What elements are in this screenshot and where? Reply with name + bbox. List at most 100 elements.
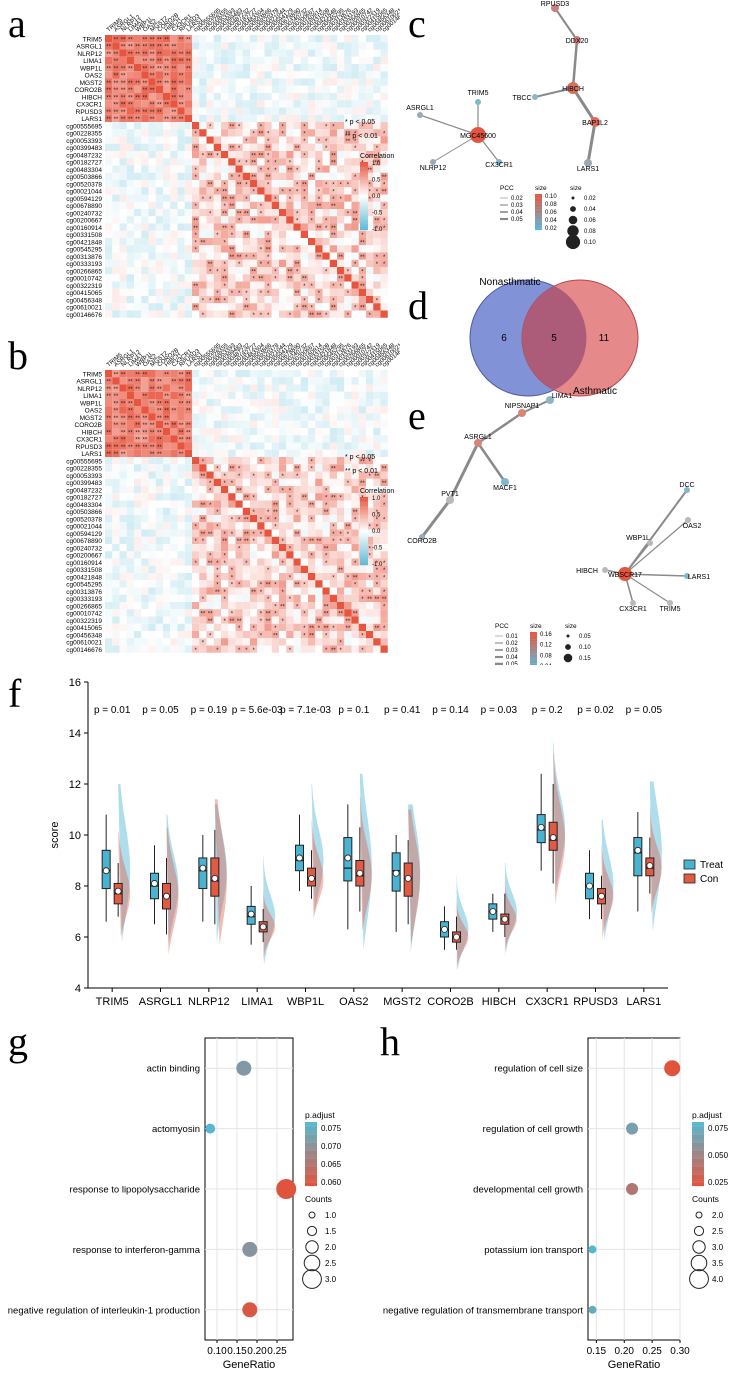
colorbar-segment (692, 1163, 704, 1166)
heatmap-cell (300, 288, 308, 296)
network-colorbar-segment (535, 212, 542, 214)
heatmap-cell (293, 464, 301, 472)
heatmap-cell (177, 201, 185, 209)
heatmap-cell (257, 616, 265, 624)
heatmap-cell (192, 522, 200, 530)
heatmap-cell (141, 64, 149, 72)
heatmap-cell (351, 259, 359, 267)
significance-mark: ** (295, 583, 300, 589)
heatmap-cell (213, 645, 221, 653)
significance-mark: * (267, 488, 270, 494)
heatmap-cell (206, 536, 214, 544)
heatmap-cell (380, 544, 388, 552)
heatmap-cell (315, 406, 323, 414)
heatmap-cell (315, 303, 323, 311)
heatmap-cell (337, 609, 345, 617)
heatmap-cell (177, 602, 185, 610)
heatmap-cell (264, 580, 272, 588)
heatmap-cell (380, 384, 388, 392)
heatmap-cell (337, 136, 345, 144)
heatmap-cell (141, 573, 149, 581)
heatmap-cell (366, 399, 374, 407)
heatmap-cell (170, 464, 178, 472)
heatmap-cell (105, 486, 113, 494)
heatmap-cell (163, 623, 171, 631)
significance-mark: * (368, 197, 371, 203)
significance-mark: ** (302, 306, 307, 312)
heatmap-cell (126, 303, 134, 311)
heatmap-cell (105, 457, 113, 465)
network-colorbar-segment (530, 653, 537, 655)
heatmap-cell (358, 384, 366, 392)
heatmap-cell (380, 288, 388, 296)
heatmap-cell (199, 631, 207, 639)
network-legend-size-dot (570, 206, 576, 212)
heatmap-cell (329, 420, 337, 428)
heatmap-cell (199, 399, 207, 407)
correlation-colorbar-segment (360, 219, 368, 222)
legend-swatch (683, 873, 696, 884)
heatmap-cell (221, 230, 229, 238)
heatmap-cell (264, 107, 272, 115)
heatmap-cell (141, 428, 149, 436)
significance-mark: * (383, 604, 386, 610)
term-label: response to lipopolysaccharide (70, 1185, 200, 1196)
heatmap-cell (250, 252, 258, 260)
heatmap-cell (112, 267, 120, 275)
heatmap-cell (170, 536, 178, 544)
heatmap-cell (366, 391, 374, 399)
heatmap-cell (380, 35, 388, 43)
heatmap-cell (322, 406, 330, 414)
heatmap-cell (308, 478, 316, 486)
heatmap-cell (279, 631, 287, 639)
heatmap-cell (271, 500, 279, 508)
colorbar-segment (305, 1138, 317, 1140)
heatmap-cell (308, 158, 316, 166)
heatmap-cell (112, 172, 120, 180)
significance-mark: ** (114, 59, 119, 65)
heatmap-cell (199, 529, 207, 537)
heatmap-cell (257, 435, 265, 443)
heatmap-cell (308, 296, 316, 304)
heatmap-cell (344, 259, 352, 267)
heatmap-cell (228, 158, 236, 166)
significance-mark: ** (251, 590, 256, 596)
heatmap-cell (206, 551, 214, 559)
heatmap-cell (315, 631, 323, 639)
significance-mark: ** (230, 313, 235, 319)
heatmap-cell (213, 580, 221, 588)
significance-mark: * (281, 248, 284, 254)
heatmap-cell (271, 71, 279, 79)
heatmap-cell (250, 93, 258, 101)
correlation-legend-tick: 1.0 (372, 496, 381, 502)
heatmap-cell (184, 245, 192, 253)
heatmap-cell (155, 64, 163, 72)
heatmap-cell (177, 399, 185, 407)
heatmap-cell (155, 442, 163, 450)
heatmap-cell (380, 536, 388, 544)
heatmap-cell (199, 136, 207, 144)
heatmap-cell (119, 609, 127, 617)
heatmap-cell (279, 536, 287, 544)
heatmap-cell (148, 529, 156, 537)
x-tick-label: NLRP12 (188, 996, 230, 1008)
heatmap-cell (344, 310, 352, 318)
heatmap-cell (358, 631, 366, 639)
heatmap-cell (213, 587, 221, 595)
significance-mark: ** (114, 409, 119, 415)
heatmap-cell (177, 609, 185, 617)
violin-shape (408, 804, 421, 953)
heatmap-cell (148, 420, 156, 428)
heatmap-cell (344, 616, 352, 624)
significance-mark: * (296, 219, 299, 225)
heatmap-cell (264, 35, 272, 43)
heatmap-cell (170, 259, 178, 267)
heatmap-cell (380, 638, 388, 646)
heatmap-cell (322, 594, 330, 602)
heatmap-cell (286, 252, 294, 260)
heatmap-cell (134, 391, 142, 399)
significance-mark: * (368, 546, 371, 552)
heatmap-cell (315, 522, 323, 530)
heatmap-cell (141, 252, 149, 260)
heatmap-row-label: CORO2B (75, 422, 102, 429)
